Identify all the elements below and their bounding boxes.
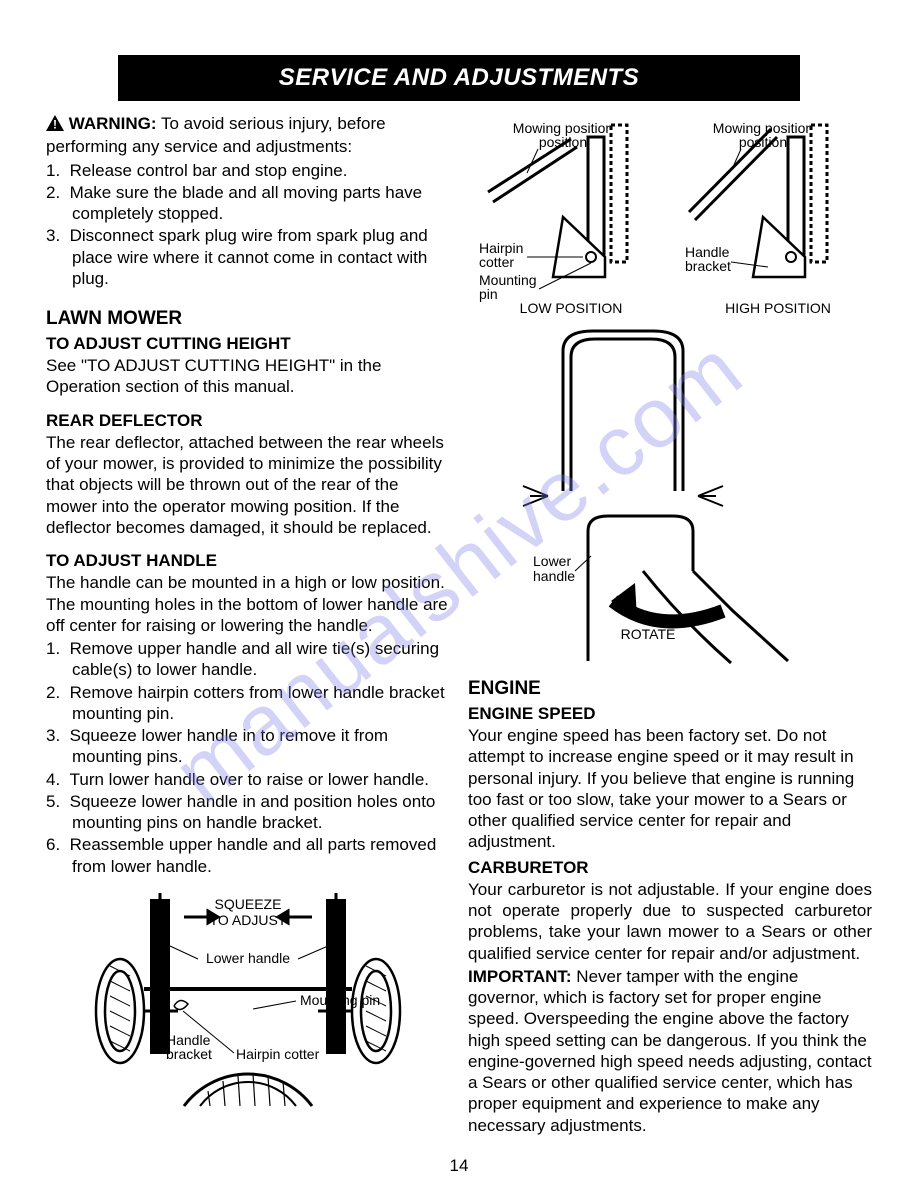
- page-title: SERVICE AND ADJUSTMENTS: [118, 55, 800, 101]
- position-figure: Mowing position position Hairpin: [473, 117, 868, 317]
- adjust-handle-intro: The handle can be mounted in a high or l…: [46, 572, 450, 636]
- fig-label: Lower handle: [206, 950, 290, 966]
- svg-text:bracket: bracket: [685, 258, 731, 274]
- cutting-height-body: See "TO ADJUST CUTTING HEIGHT" in the Op…: [46, 355, 450, 398]
- adjust-handle-list: 1. Remove upper handle and all wire tie(…: [46, 638, 450, 877]
- engine-heading: ENGINE: [468, 677, 872, 701]
- left-column: ! WARNING: To avoid serious injury, befo…: [40, 113, 450, 1145]
- right-column: Mowing position position Hairpin: [468, 113, 878, 1145]
- carburetor-heading: CARBURETOR: [468, 857, 872, 878]
- fig-label: bracket: [166, 1046, 212, 1062]
- important-body: Never tamper with the engine governor, w…: [468, 967, 872, 1135]
- warning-list: 1. Release control bar and stop engine. …: [46, 160, 450, 290]
- fig-label: TO ADJUST: [210, 912, 287, 928]
- page-number: 14: [450, 1155, 469, 1176]
- warning-block: ! WARNING: To avoid serious injury, befo…: [46, 113, 450, 289]
- engine-speed-body: Your engine speed has been factory set. …: [468, 725, 872, 853]
- cutting-height-heading: TO ADJUST CUTTING HEIGHT: [46, 333, 450, 354]
- list-item: 2. Remove hairpin cotters from lower han…: [46, 682, 450, 725]
- rotate-handle-figure: Lower handle ROTATE: [493, 321, 848, 671]
- list-item: 4. Turn lower handle over to raise or lo…: [46, 769, 450, 790]
- svg-text:ROTATE: ROTATE: [620, 626, 675, 642]
- fig-label: Mounting pin: [300, 992, 380, 1008]
- carburetor-important: IMPORTANT: Never tamper with the engine …: [468, 966, 872, 1136]
- rear-deflector-body: The rear deflector, attached between the…: [46, 432, 450, 538]
- svg-text:!: !: [53, 118, 57, 132]
- warning-label: WARNING:: [69, 114, 157, 133]
- list-item: 2. Make sure the blade and all moving pa…: [46, 182, 450, 225]
- content-columns: ! WARNING: To avoid serious injury, befo…: [40, 113, 878, 1145]
- list-item: 6. Reassemble upper handle and all parts…: [46, 834, 450, 877]
- list-item: 3. Squeeze lower handle in to remove it …: [46, 725, 450, 768]
- carburetor-body: Your carburetor is not adjustable. If yo…: [468, 879, 872, 964]
- squeeze-adjust-figure: SQUEEZE TO ADJUST Lower handle Mounting …: [88, 881, 408, 1141]
- fig-label: Hairpin cotter: [236, 1046, 320, 1062]
- svg-text:pin: pin: [479, 286, 498, 302]
- warning-triangle-icon: !: [46, 115, 64, 136]
- list-item: 3. Disconnect spark plug wire from spark…: [46, 225, 450, 289]
- adjust-handle-heading: TO ADJUST HANDLE: [46, 550, 450, 571]
- important-label: IMPORTANT:: [468, 967, 572, 986]
- svg-text:Lower: Lower: [533, 553, 571, 569]
- lawn-mower-heading: LAWN MOWER: [46, 307, 450, 331]
- list-item: 1. Remove upper handle and all wire tie(…: [46, 638, 450, 681]
- engine-speed-heading: ENGINE SPEED: [468, 703, 872, 724]
- svg-text:cotter: cotter: [479, 254, 514, 270]
- list-item: 5. Squeeze lower handle in and position …: [46, 791, 450, 834]
- svg-text:position: position: [538, 134, 586, 150]
- svg-text:HIGH POSITION: HIGH POSITION: [725, 300, 831, 316]
- svg-text:LOW POSITION: LOW POSITION: [519, 300, 622, 316]
- list-item: 1. Release control bar and stop engine.: [46, 160, 450, 181]
- rear-deflector-heading: REAR DEFLECTOR: [46, 410, 450, 431]
- fig-label: SQUEEZE: [215, 896, 282, 912]
- svg-text:handle: handle: [533, 568, 575, 584]
